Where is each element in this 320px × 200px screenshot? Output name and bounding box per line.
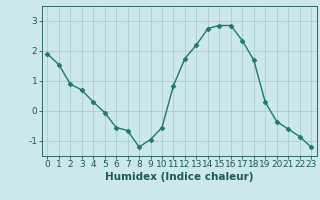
X-axis label: Humidex (Indice chaleur): Humidex (Indice chaleur) xyxy=(105,172,253,182)
